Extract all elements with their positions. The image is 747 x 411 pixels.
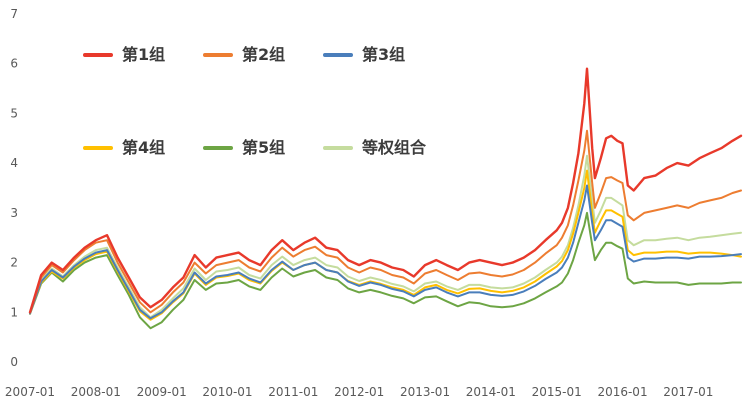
x-axis-tick-label: 2013-01 bbox=[400, 385, 450, 399]
series-line-group-2 bbox=[29, 129, 742, 314]
y-axis-tick-label: 4 bbox=[10, 156, 18, 170]
legend-item-group-3[interactable]: 第3组 bbox=[323, 44, 443, 66]
y-axis-tick-label: 3 bbox=[10, 206, 18, 220]
y-axis-tick-label: 6 bbox=[10, 57, 18, 71]
y-axis-tick-label: 5 bbox=[10, 106, 18, 120]
legend-swatch-equal-weight bbox=[323, 146, 353, 150]
legend-swatch-group-3 bbox=[323, 53, 353, 57]
x-axis-tick-label: 2017-01 bbox=[663, 385, 713, 399]
series-line-group-5 bbox=[29, 211, 742, 330]
x-axis-tick-label: 2010-01 bbox=[202, 385, 252, 399]
series-line-group-3 bbox=[29, 184, 742, 320]
legend-item-group-5[interactable]: 第5组 bbox=[203, 137, 323, 159]
legend-item-equal-weight[interactable]: 等权组合 bbox=[323, 137, 443, 159]
legend-label-group-4: 第4组 bbox=[122, 138, 166, 157]
legend-swatch-group-4 bbox=[83, 146, 113, 150]
x-axis-tick-label: 2015-01 bbox=[532, 385, 582, 399]
legend-label-group-1: 第1组 bbox=[122, 45, 166, 64]
y-axis-tick-label: 2 bbox=[10, 256, 18, 270]
x-axis-tick-label: 2011-01 bbox=[268, 385, 318, 399]
x-axis-tick-label: 2009-01 bbox=[137, 385, 187, 399]
y-axis-tick-label: 1 bbox=[10, 305, 18, 319]
legend-item-group-2[interactable]: 第2组 bbox=[203, 44, 323, 66]
x-axis-tick-label: 2014-01 bbox=[466, 385, 516, 399]
legend-item-group-1[interactable]: 第1组 bbox=[83, 44, 203, 66]
y-axis-tick-label: 0 bbox=[10, 355, 18, 369]
series-line-group-1 bbox=[28, 67, 743, 314]
legend-swatch-group-5 bbox=[203, 146, 233, 150]
chart-legend: 第1组 第2组 第3组第4组 第5组 等权组合 bbox=[83, 44, 443, 159]
legend-label-equal-weight: 等权组合 bbox=[362, 138, 427, 157]
series-line-equal-weight bbox=[29, 154, 742, 319]
x-axis-tick-label: 2016-01 bbox=[597, 385, 647, 399]
x-axis-tick-label: 2007-01 bbox=[5, 385, 55, 399]
y-axis-tick-label: 7 bbox=[10, 7, 18, 21]
legend-label-group-5: 第5组 bbox=[242, 138, 286, 157]
legend-item-group-4[interactable]: 第4组 bbox=[83, 137, 203, 159]
x-axis-tick-label: 2008-01 bbox=[71, 385, 121, 399]
legend-swatch-group-2 bbox=[203, 53, 233, 57]
legend-row: 第4组 第5组 等权组合 bbox=[83, 137, 443, 159]
legend-label-group-3: 第3组 bbox=[362, 45, 406, 64]
legend-swatch-group-1 bbox=[83, 53, 113, 57]
legend-row: 第1组 第2组 第3组 bbox=[83, 44, 443, 66]
legend-label-group-2: 第2组 bbox=[242, 45, 286, 64]
x-axis-tick-label: 2012-01 bbox=[334, 385, 384, 399]
